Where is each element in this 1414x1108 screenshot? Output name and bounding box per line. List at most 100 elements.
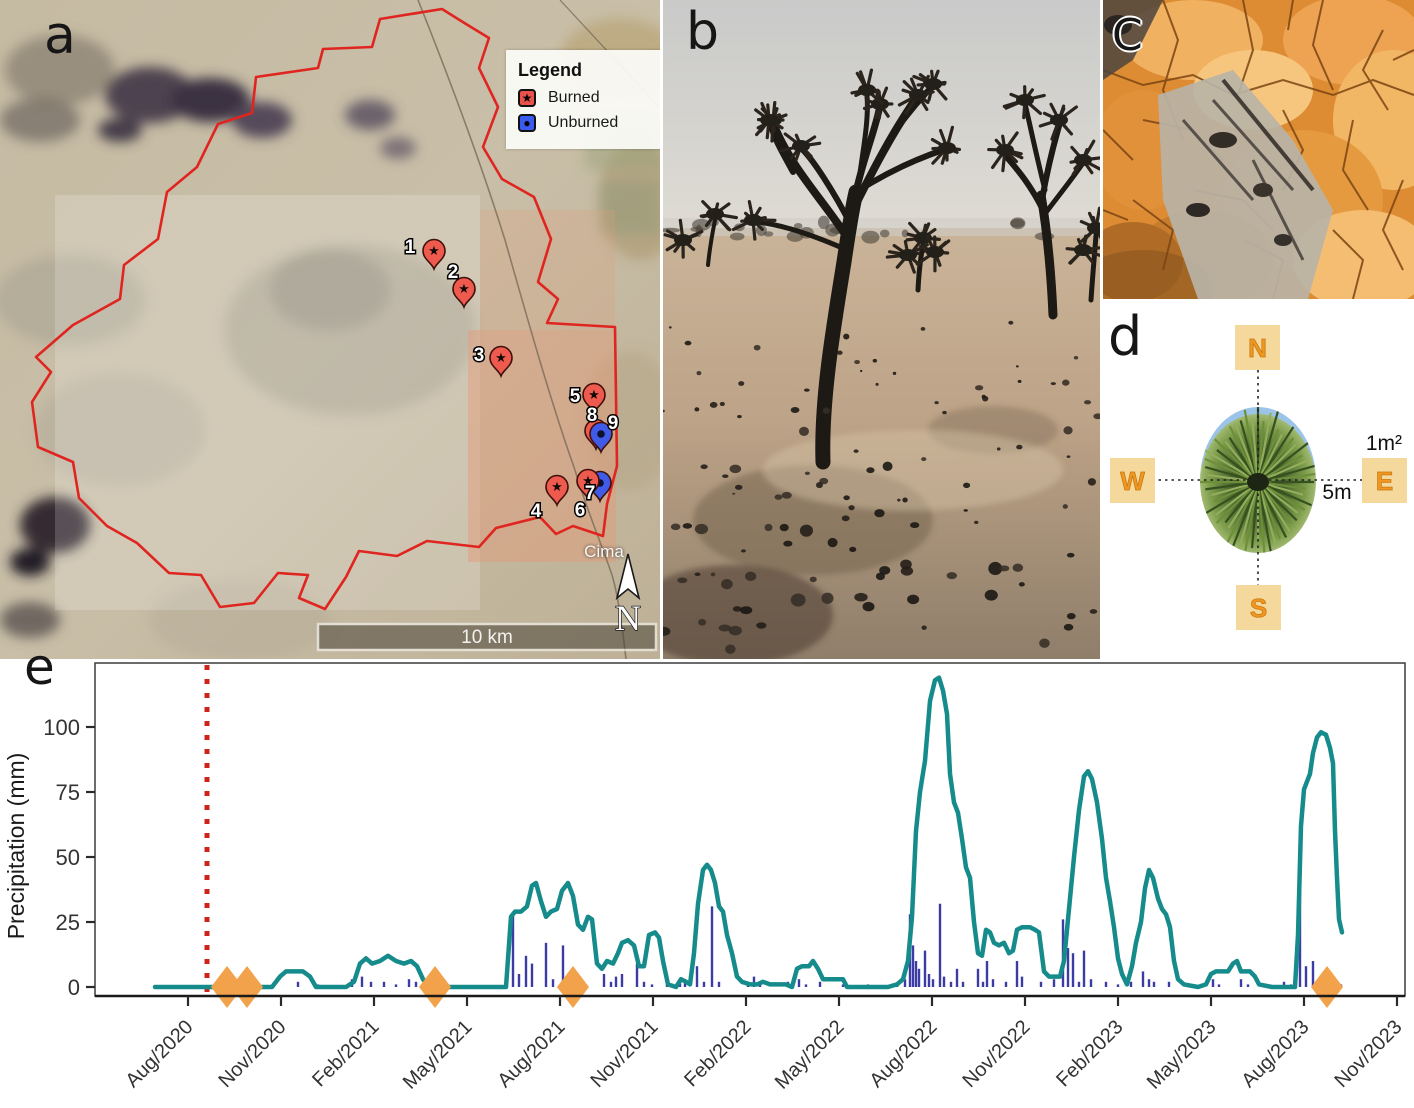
cracked-crust-photo bbox=[1103, 0, 1414, 299]
site-number-label-1: 1 bbox=[405, 237, 416, 258]
site-markers: ★1★2★3★5★89★46★7 bbox=[403, 236, 620, 524]
sampling-diamond bbox=[231, 966, 263, 1008]
y-axis-title: Precipitation (mm) bbox=[3, 753, 29, 940]
panel-label-e: e bbox=[24, 638, 55, 696]
panel-label-c: C bbox=[1112, 10, 1143, 61]
north-label: N bbox=[615, 598, 641, 638]
site-number-label-6: 6 bbox=[575, 500, 586, 521]
x-tick-label: Nov/2020 bbox=[214, 1016, 290, 1092]
compass-box-n: N bbox=[1235, 325, 1280, 370]
ground-shadows bbox=[663, 406, 1063, 659]
y-tick-label: 25 bbox=[56, 910, 80, 935]
x-tick-label: Nov/2023 bbox=[1330, 1016, 1406, 1092]
precipitation-line bbox=[152, 675, 1345, 990]
legend-item-label: Burned bbox=[548, 89, 600, 106]
svg-text:★: ★ bbox=[428, 243, 440, 258]
panel-biocrust-closeup-photo bbox=[1103, 0, 1414, 299]
svg-text:S: S bbox=[1250, 593, 1267, 623]
charred-debris bbox=[663, 320, 1100, 654]
y-tick-label: 75 bbox=[56, 780, 80, 805]
svg-text:N: N bbox=[1248, 333, 1267, 363]
transect-length-label: 5m bbox=[1322, 481, 1351, 504]
site-number-label-4: 4 bbox=[531, 501, 542, 522]
compass-box-w: W bbox=[1110, 458, 1155, 503]
map-tile-overlay-salmon-e bbox=[468, 330, 616, 562]
y-axis-ticks-labels: 0 25 50 75 100 bbox=[43, 715, 95, 1000]
burned-site-pin-5: ★ bbox=[582, 382, 606, 416]
map-legend: Legend ★ Burned ● Unburned bbox=[506, 50, 660, 149]
sampling-diamond bbox=[211, 966, 243, 1008]
y-tick-label: 50 bbox=[56, 845, 80, 870]
plot-diagram: N E S W 1m² 5m bbox=[1110, 325, 1407, 630]
plot-border bbox=[94, 662, 1406, 997]
map-scale-bar: 10 km bbox=[316, 622, 658, 652]
burned-site-pin-4: ★ bbox=[545, 474, 569, 508]
panel-precipitation-chart: Aug/2020 Nov/2020 Feb/2021 May/2021 Aug/2021… bbox=[0, 660, 1414, 1108]
burned-star-icon: ★ bbox=[518, 89, 536, 107]
burned-site-pin-7: ★ bbox=[576, 468, 600, 502]
fire-perimeter-outline bbox=[30, 7, 619, 611]
legend-item-label: Unburned bbox=[548, 114, 619, 131]
panel-map: 10 km Cima N ★1★2★3★5★89★46★7 Legend ★Bu… bbox=[0, 0, 660, 659]
svg-text:★: ★ bbox=[551, 479, 563, 494]
burned-site-pin-1: ★ bbox=[422, 238, 446, 272]
panel-label-d: d bbox=[1108, 305, 1143, 368]
site-number-label-9: 9 bbox=[608, 413, 619, 434]
x-tick-label: Feb/2021 bbox=[308, 1016, 383, 1091]
x-tick-label: Nov/2021 bbox=[586, 1016, 662, 1092]
y-tick-label: 100 bbox=[43, 715, 80, 740]
compass-box-s: S bbox=[1236, 585, 1281, 630]
svg-text:W: W bbox=[1120, 466, 1145, 496]
unburned-site-pin-9 bbox=[589, 421, 613, 455]
svg-text:E: E bbox=[1376, 466, 1393, 496]
legend-item-burned: ★ Burned bbox=[518, 89, 652, 107]
svg-text:★: ★ bbox=[588, 387, 600, 402]
ash-grey-patch bbox=[1103, 0, 1333, 299]
x-tick-label: May/2021 bbox=[399, 1016, 477, 1094]
unburned-circle-icon: ● bbox=[518, 114, 536, 132]
burned-site-pin-3: ★ bbox=[489, 345, 513, 379]
svg-text:★: ★ bbox=[582, 473, 594, 488]
panel-label-a: a bbox=[44, 6, 76, 66]
north-arrow-icon: N bbox=[614, 553, 642, 639]
burned-woodland-photo bbox=[663, 0, 1100, 659]
site-number-label-8: 8 bbox=[587, 405, 598, 426]
y-tick-label: 0 bbox=[68, 975, 80, 1000]
sampling-event-diamonds bbox=[211, 966, 1343, 1008]
x-tick-label: Aug/2023 bbox=[1237, 1016, 1313, 1092]
x-tick-label: May/2022 bbox=[771, 1016, 849, 1094]
panel-burned-joshua-trees-photo bbox=[663, 0, 1100, 659]
panel-plot-layout-diagram: N E S W 1m² 5m bbox=[1103, 302, 1414, 658]
legend-items: ★ Burned ● Unburned bbox=[518, 89, 652, 132]
site-number-label-5: 5 bbox=[570, 386, 581, 407]
x-tick-label: Aug/2020 bbox=[121, 1016, 197, 1092]
site-number-label-7: 7 bbox=[585, 483, 596, 504]
site-number-label-2: 2 bbox=[448, 262, 459, 283]
panel-label-b: b bbox=[686, 2, 720, 62]
compass-box-e: E bbox=[1362, 458, 1407, 503]
x-tick-label: Aug/2022 bbox=[865, 1016, 941, 1092]
precipitation-time-series: Aug/2020 Nov/2020 Feb/2021 May/2021 Aug/2021… bbox=[3, 662, 1407, 1094]
compass-boxes: N E S W bbox=[1110, 325, 1407, 630]
svg-text:★: ★ bbox=[495, 350, 507, 365]
burned-branch-tufts bbox=[663, 68, 1100, 274]
x-tick-label: Feb/2022 bbox=[680, 1016, 755, 1091]
x-tick-label: May/2023 bbox=[1143, 1016, 1221, 1094]
quadrat-area-label: 1m² bbox=[1366, 432, 1402, 455]
burned-site-pin-2: ★ bbox=[452, 276, 476, 310]
x-axis-ticks-labels: Aug/2020 Nov/2020 Feb/2021 May/2021 Aug/2021… bbox=[121, 996, 1407, 1094]
town-label-cima: Cima bbox=[584, 542, 624, 561]
svg-text:★: ★ bbox=[458, 281, 470, 296]
sampling-diamond bbox=[1311, 966, 1343, 1008]
transect-dotted-lines bbox=[1152, 370, 1365, 585]
map-terrain-patches bbox=[0, 18, 660, 659]
road-line bbox=[417, 0, 627, 659]
sampling-diamond bbox=[419, 966, 451, 1008]
x-tick-label: Aug/2021 bbox=[493, 1016, 569, 1092]
scale-bar-label: 10 km bbox=[461, 627, 513, 648]
crack-lines bbox=[1103, 0, 1414, 299]
legend-title: Legend bbox=[518, 60, 583, 80]
legend-item-unburned: ● Unburned bbox=[518, 114, 652, 132]
site-number-label-3: 3 bbox=[474, 345, 485, 366]
